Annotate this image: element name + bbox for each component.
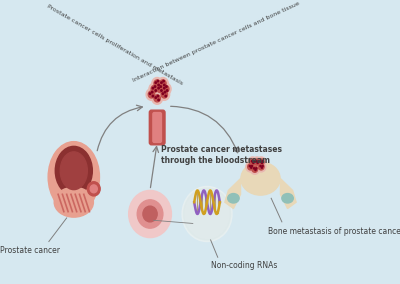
- Circle shape: [258, 164, 264, 170]
- Text: Prostate cancer: Prostate cancer: [0, 246, 60, 255]
- Circle shape: [253, 162, 254, 164]
- Circle shape: [256, 157, 266, 167]
- Circle shape: [164, 91, 166, 93]
- Ellipse shape: [282, 194, 293, 203]
- Circle shape: [261, 167, 262, 168]
- Circle shape: [157, 95, 158, 97]
- Ellipse shape: [228, 194, 239, 203]
- Circle shape: [258, 161, 259, 162]
- Circle shape: [166, 90, 168, 91]
- Circle shape: [158, 78, 168, 89]
- Circle shape: [161, 90, 162, 91]
- Circle shape: [161, 91, 168, 98]
- Circle shape: [160, 86, 162, 87]
- Circle shape: [155, 82, 156, 83]
- Circle shape: [250, 164, 260, 174]
- Circle shape: [184, 188, 230, 240]
- Ellipse shape: [60, 152, 87, 190]
- Circle shape: [158, 84, 159, 86]
- Circle shape: [161, 82, 162, 83]
- Circle shape: [163, 80, 164, 82]
- Circle shape: [154, 86, 156, 87]
- Circle shape: [159, 89, 170, 100]
- Circle shape: [155, 83, 165, 95]
- Ellipse shape: [55, 146, 92, 195]
- Circle shape: [154, 80, 160, 87]
- Circle shape: [251, 165, 252, 167]
- Circle shape: [157, 85, 163, 93]
- Circle shape: [149, 83, 160, 95]
- Circle shape: [164, 84, 165, 86]
- Circle shape: [87, 182, 100, 196]
- Circle shape: [146, 89, 157, 100]
- Circle shape: [251, 161, 252, 162]
- Ellipse shape: [54, 187, 93, 217]
- Text: Prostate cancer cells proliferation and metastasis: Prostate cancer cells proliferation and …: [46, 3, 183, 86]
- Circle shape: [260, 161, 261, 162]
- Circle shape: [148, 91, 155, 98]
- FancyBboxPatch shape: [149, 110, 165, 145]
- Circle shape: [137, 200, 163, 228]
- Circle shape: [246, 162, 255, 172]
- Circle shape: [252, 157, 262, 167]
- Circle shape: [152, 78, 162, 89]
- FancyBboxPatch shape: [153, 112, 162, 142]
- Text: Prostate cancer metastases
through the bloodstream: Prostate cancer metastases through the b…: [161, 145, 282, 165]
- Circle shape: [260, 165, 261, 167]
- Circle shape: [152, 95, 154, 97]
- Ellipse shape: [48, 142, 100, 212]
- Polygon shape: [255, 164, 266, 177]
- Circle shape: [149, 93, 151, 95]
- Circle shape: [248, 164, 253, 170]
- Circle shape: [129, 190, 172, 238]
- Circle shape: [257, 162, 258, 164]
- Circle shape: [248, 157, 257, 167]
- Circle shape: [256, 162, 266, 172]
- Circle shape: [254, 161, 255, 162]
- Circle shape: [251, 167, 252, 168]
- Circle shape: [254, 168, 255, 169]
- Circle shape: [256, 168, 257, 169]
- Circle shape: [254, 159, 260, 165]
- Circle shape: [258, 159, 264, 165]
- Circle shape: [162, 85, 169, 93]
- Circle shape: [151, 85, 158, 93]
- Circle shape: [256, 161, 257, 162]
- Circle shape: [252, 166, 258, 172]
- Circle shape: [162, 93, 164, 95]
- Polygon shape: [225, 179, 240, 208]
- Circle shape: [155, 90, 156, 91]
- Circle shape: [160, 80, 166, 87]
- Circle shape: [166, 86, 167, 87]
- Circle shape: [158, 87, 159, 89]
- Circle shape: [250, 159, 256, 165]
- Circle shape: [158, 99, 159, 101]
- Circle shape: [255, 169, 256, 171]
- Circle shape: [157, 80, 158, 82]
- Circle shape: [262, 161, 263, 162]
- Polygon shape: [280, 179, 296, 208]
- Text: Non-coding RNAs: Non-coding RNAs: [211, 261, 277, 270]
- Circle shape: [152, 87, 154, 89]
- Circle shape: [165, 95, 166, 97]
- Circle shape: [152, 91, 153, 93]
- Circle shape: [249, 165, 250, 167]
- Circle shape: [143, 206, 157, 222]
- Circle shape: [154, 95, 160, 102]
- Text: Bone metastasis of prostate cancer: Bone metastasis of prostate cancer: [268, 227, 400, 236]
- Circle shape: [164, 87, 165, 89]
- Circle shape: [155, 97, 156, 98]
- Text: Interaction between prostate cancer cells and bone tissue: Interaction between prostate cancer cell…: [132, 1, 301, 83]
- Circle shape: [261, 162, 262, 164]
- Circle shape: [262, 165, 263, 167]
- Circle shape: [182, 187, 232, 241]
- Circle shape: [90, 185, 97, 193]
- Circle shape: [160, 83, 171, 95]
- Circle shape: [152, 93, 162, 104]
- Ellipse shape: [241, 162, 280, 195]
